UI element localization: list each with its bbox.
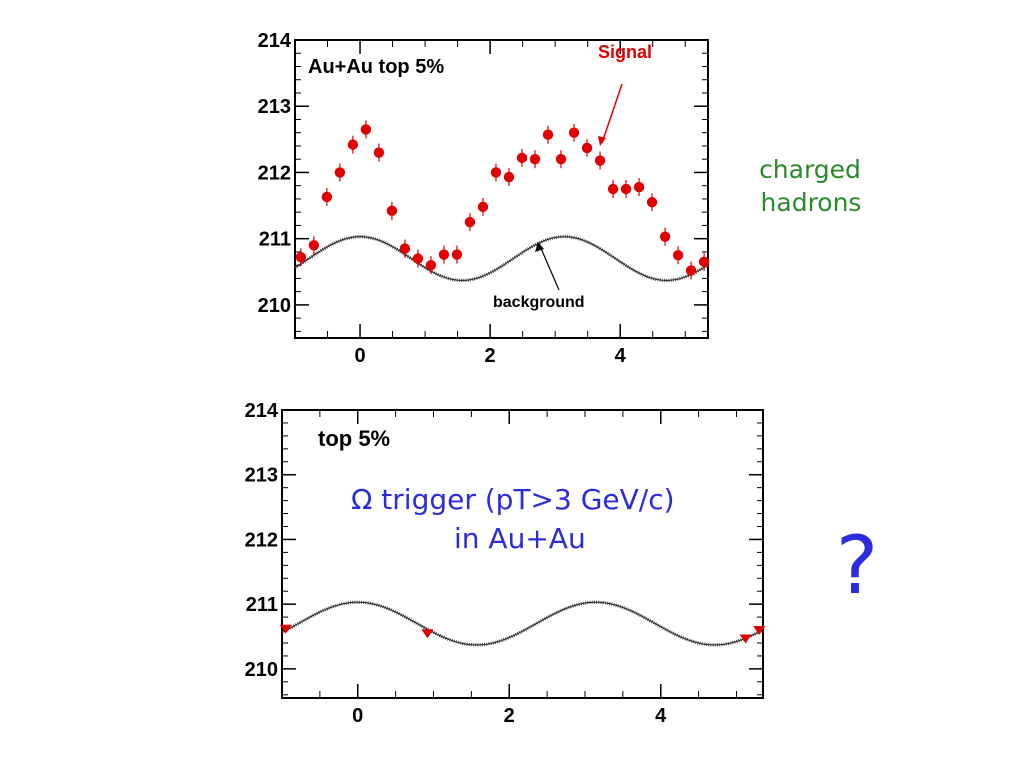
data-point xyxy=(308,240,320,251)
bottom-plot-points xyxy=(279,624,766,644)
data-point xyxy=(581,142,593,154)
background-arrowhead xyxy=(535,242,544,252)
bottom-plot: 210 211 212 213 214 0 2 4 top 5% Ω trigger (pT>… xyxy=(245,400,766,727)
data-point xyxy=(295,252,307,263)
data-point xyxy=(568,127,580,138)
x-tick-label: 2 xyxy=(485,345,496,367)
y-tick-label: 211 xyxy=(259,229,291,251)
bottom-plot-background-curve xyxy=(281,600,764,647)
data-point xyxy=(373,147,385,158)
data-point xyxy=(360,124,372,135)
top-plot: 210 211 212 213 214 0 2 4 Au+Au top 5% Signal b… xyxy=(258,30,710,367)
data-point xyxy=(698,256,710,268)
bottom-plot-title: top 5% xyxy=(318,426,390,451)
data-point xyxy=(542,129,554,140)
data-point xyxy=(334,167,346,178)
data-point xyxy=(659,231,671,242)
omega-trigger-label: Ω trigger (pT>3 GeV/c) xyxy=(351,483,675,516)
top-plot-signal-points xyxy=(295,120,710,280)
data-point xyxy=(739,634,752,644)
data-point xyxy=(399,243,411,254)
data-point xyxy=(477,201,489,213)
background-curve-core xyxy=(281,601,764,646)
y-tick-label: 211 xyxy=(246,594,278,616)
data-point xyxy=(607,183,619,195)
data-point xyxy=(490,167,502,178)
data-point xyxy=(464,216,476,228)
y-tick-label: 212 xyxy=(258,162,291,184)
data-point xyxy=(412,253,424,264)
in-au-au-label: in Au+Au xyxy=(454,522,586,555)
data-point xyxy=(516,152,528,164)
y-tick-label: 213 xyxy=(258,96,291,118)
background-arrow-line xyxy=(539,245,560,291)
background-label: background xyxy=(493,294,585,311)
data-point xyxy=(685,265,697,276)
hadrons-label: hadrons xyxy=(761,188,862,217)
background-curve-core xyxy=(294,236,709,281)
bottom-plot-frame xyxy=(281,409,764,699)
signal-arrow-line xyxy=(601,83,623,144)
y-tick-label: 210 xyxy=(245,659,278,681)
x-tick-label: 2 xyxy=(504,705,515,727)
data-point xyxy=(386,205,398,217)
data-point xyxy=(503,171,515,183)
y-tick-label: 214 xyxy=(258,30,292,52)
y-tick-label: 214 xyxy=(245,400,279,422)
y-tick-label: 213 xyxy=(245,465,278,487)
data-point xyxy=(529,154,541,165)
x-tick-label: 0 xyxy=(352,705,363,727)
x-tick-label: 4 xyxy=(655,705,667,727)
charged-label: charged xyxy=(759,155,861,184)
data-point xyxy=(438,249,450,260)
data-point xyxy=(279,624,292,634)
y-tick-label: 210 xyxy=(258,295,291,317)
bottom-plot-axes: 210 211 212 213 214 0 2 4 xyxy=(245,400,763,727)
data-point xyxy=(646,197,658,208)
signal-label: Signal xyxy=(598,42,652,62)
top-plot-title: Au+Au top 5% xyxy=(308,56,444,78)
signal-arrowhead xyxy=(598,136,606,146)
data-point xyxy=(555,154,567,165)
data-point xyxy=(672,250,684,261)
y-tick-label: 212 xyxy=(245,529,278,551)
x-tick-label: 4 xyxy=(615,345,627,367)
data-point xyxy=(594,155,606,166)
data-point xyxy=(620,183,632,195)
data-point xyxy=(633,181,645,193)
data-point xyxy=(421,629,434,639)
top-plot-background-curve xyxy=(294,235,709,282)
data-point xyxy=(347,139,359,150)
question-mark: ? xyxy=(836,519,878,612)
data-point xyxy=(451,249,463,260)
x-tick-label: 0 xyxy=(354,345,365,367)
data-point xyxy=(321,191,333,203)
data-point xyxy=(425,259,437,271)
data-point xyxy=(753,626,766,636)
top-plot-axes: 210 211 212 213 214 0 2 4 xyxy=(258,30,708,367)
